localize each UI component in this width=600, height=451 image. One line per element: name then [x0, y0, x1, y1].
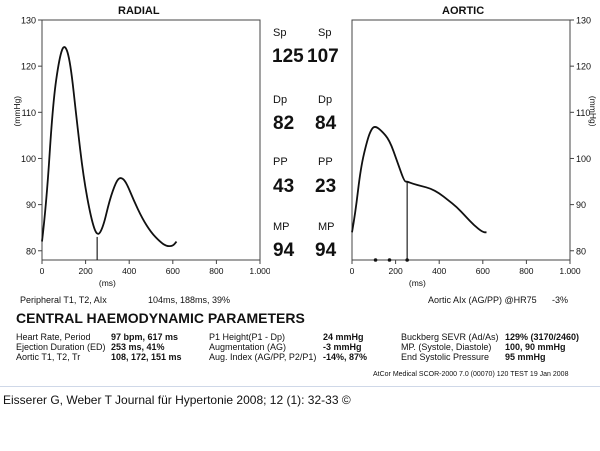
- y-tick-label: 120: [576, 62, 591, 72]
- pp-label-radial: PP: [273, 156, 288, 168]
- aortic-aix-value: -3%: [552, 295, 569, 305]
- param-label: Heart Rate, Period: [16, 332, 91, 342]
- time-marker: [405, 258, 409, 262]
- citation: Eisserer G, Weber T Journal für Hyperton…: [3, 393, 351, 407]
- mp-label-radial: MP: [273, 221, 290, 233]
- time-marker: [373, 258, 378, 262]
- radial-title: RADIAL: [118, 5, 160, 17]
- x-tick-label: 200: [389, 266, 403, 276]
- x-tick-label: 0: [40, 266, 45, 276]
- param-value: 108, 172, 151 ms: [111, 352, 182, 362]
- y-tick-label: 90: [576, 200, 586, 210]
- mp-label-aortic: MP: [318, 221, 335, 233]
- param-label: Ejection Duration (ED): [16, 342, 106, 352]
- y-tick-label: 130: [576, 16, 591, 26]
- param-value: 24 mmHg: [323, 332, 364, 342]
- param-label: Aortic T1, T2, Tr: [16, 352, 81, 362]
- pp-aortic-value: 23: [315, 176, 337, 197]
- param-label: End Systolic Pressure: [401, 352, 490, 362]
- x-tick-label: 1.000: [249, 266, 270, 276]
- x-axis-label: (ms): [409, 278, 426, 288]
- pp-label-aortic: PP: [318, 156, 333, 168]
- x-tick-label: 800: [209, 266, 223, 276]
- param-value: 129% (3170/2460): [505, 332, 580, 342]
- y-tick-label: 80: [576, 246, 586, 256]
- aortic-aix-label: Aortic AIx (AG/PP) @HR75: [428, 295, 537, 305]
- x-tick-label: 800: [519, 266, 533, 276]
- y-tick-label: 130: [21, 16, 36, 26]
- sp-label-radial: Sp: [273, 27, 287, 39]
- plot-frame: [351, 19, 571, 261]
- param-label: Buckberg SEVR (Ad/As): [401, 332, 499, 342]
- param-value: 253 ms, 41%: [111, 342, 165, 352]
- param-label: Augmentation (AG): [209, 342, 287, 352]
- dp-label-aortic: Dp: [318, 94, 333, 106]
- param-value: 100, 90 mmHg: [505, 342, 566, 352]
- sp-aortic-value: 107: [307, 46, 339, 67]
- dp-radial-value: 82: [273, 113, 295, 134]
- y-tick-label: 100: [576, 154, 591, 164]
- x-axis-label: (ms): [99, 278, 116, 288]
- pp-radial-value: 43: [273, 176, 295, 197]
- y-tick-label: 90: [26, 200, 36, 210]
- sp-radial-value: 125: [272, 46, 304, 67]
- waveform-line: [351, 126, 487, 234]
- report-panel: RADIAL 130 120 110 100 90 80 0 200 400 600 800 1.00…: [0, 5, 600, 387]
- y-axis-label: (mmHg): [588, 96, 598, 127]
- y-tick-label: 80: [26, 246, 36, 256]
- dp-aortic-value: 84: [315, 113, 337, 134]
- peripheral-value: 104ms, 188ms, 39%: [148, 295, 231, 305]
- device-footer: AtCor Medical SCOR-2000 7.0 (00070) 120 …: [373, 371, 569, 378]
- param-value: 97 bpm, 617 ms: [111, 332, 179, 342]
- sp-label-aortic: Sp: [318, 27, 332, 39]
- param-value: -14%, 87%: [323, 352, 368, 362]
- param-label: Aug. Index (AG/PP, P2/P1): [209, 352, 317, 362]
- param-label: P1 Height(P1 - Dp): [209, 332, 286, 342]
- y-tick-label: 110: [22, 108, 36, 118]
- waveform-line: [41, 46, 178, 248]
- dp-label-radial: Dp: [273, 94, 288, 106]
- param-value: -3 mmHg: [323, 342, 362, 352]
- x-tick-label: 400: [432, 266, 446, 276]
- x-tick-label: 200: [79, 266, 93, 276]
- x-tick-label: 600: [166, 266, 180, 276]
- param-label: MP. (Systole, Diastole): [401, 342, 492, 352]
- y-axis-label: (mmHg): [12, 96, 22, 127]
- y-tick-label: 100: [21, 154, 36, 164]
- x-tick-label: 400: [122, 266, 136, 276]
- peripheral-label: Peripheral T1, T2, AIx: [20, 295, 107, 305]
- mp-radial-value: 94: [273, 240, 295, 261]
- params-title: CENTRAL HAEMODYNAMIC PARAMETERS: [16, 310, 305, 326]
- x-tick-label: 600: [476, 266, 490, 276]
- x-tick-label: 1.000: [559, 266, 581, 276]
- time-marker: [387, 258, 392, 262]
- x-tick-label: 0: [350, 266, 355, 276]
- plot-frame: [41, 19, 261, 261]
- param-value: 95 mmHg: [505, 352, 546, 362]
- aortic-title: AORTIC: [442, 5, 485, 17]
- y-tick-label: 120: [21, 62, 36, 72]
- y-tick-label: 110: [576, 108, 590, 118]
- mp-aortic-value: 94: [315, 240, 337, 261]
